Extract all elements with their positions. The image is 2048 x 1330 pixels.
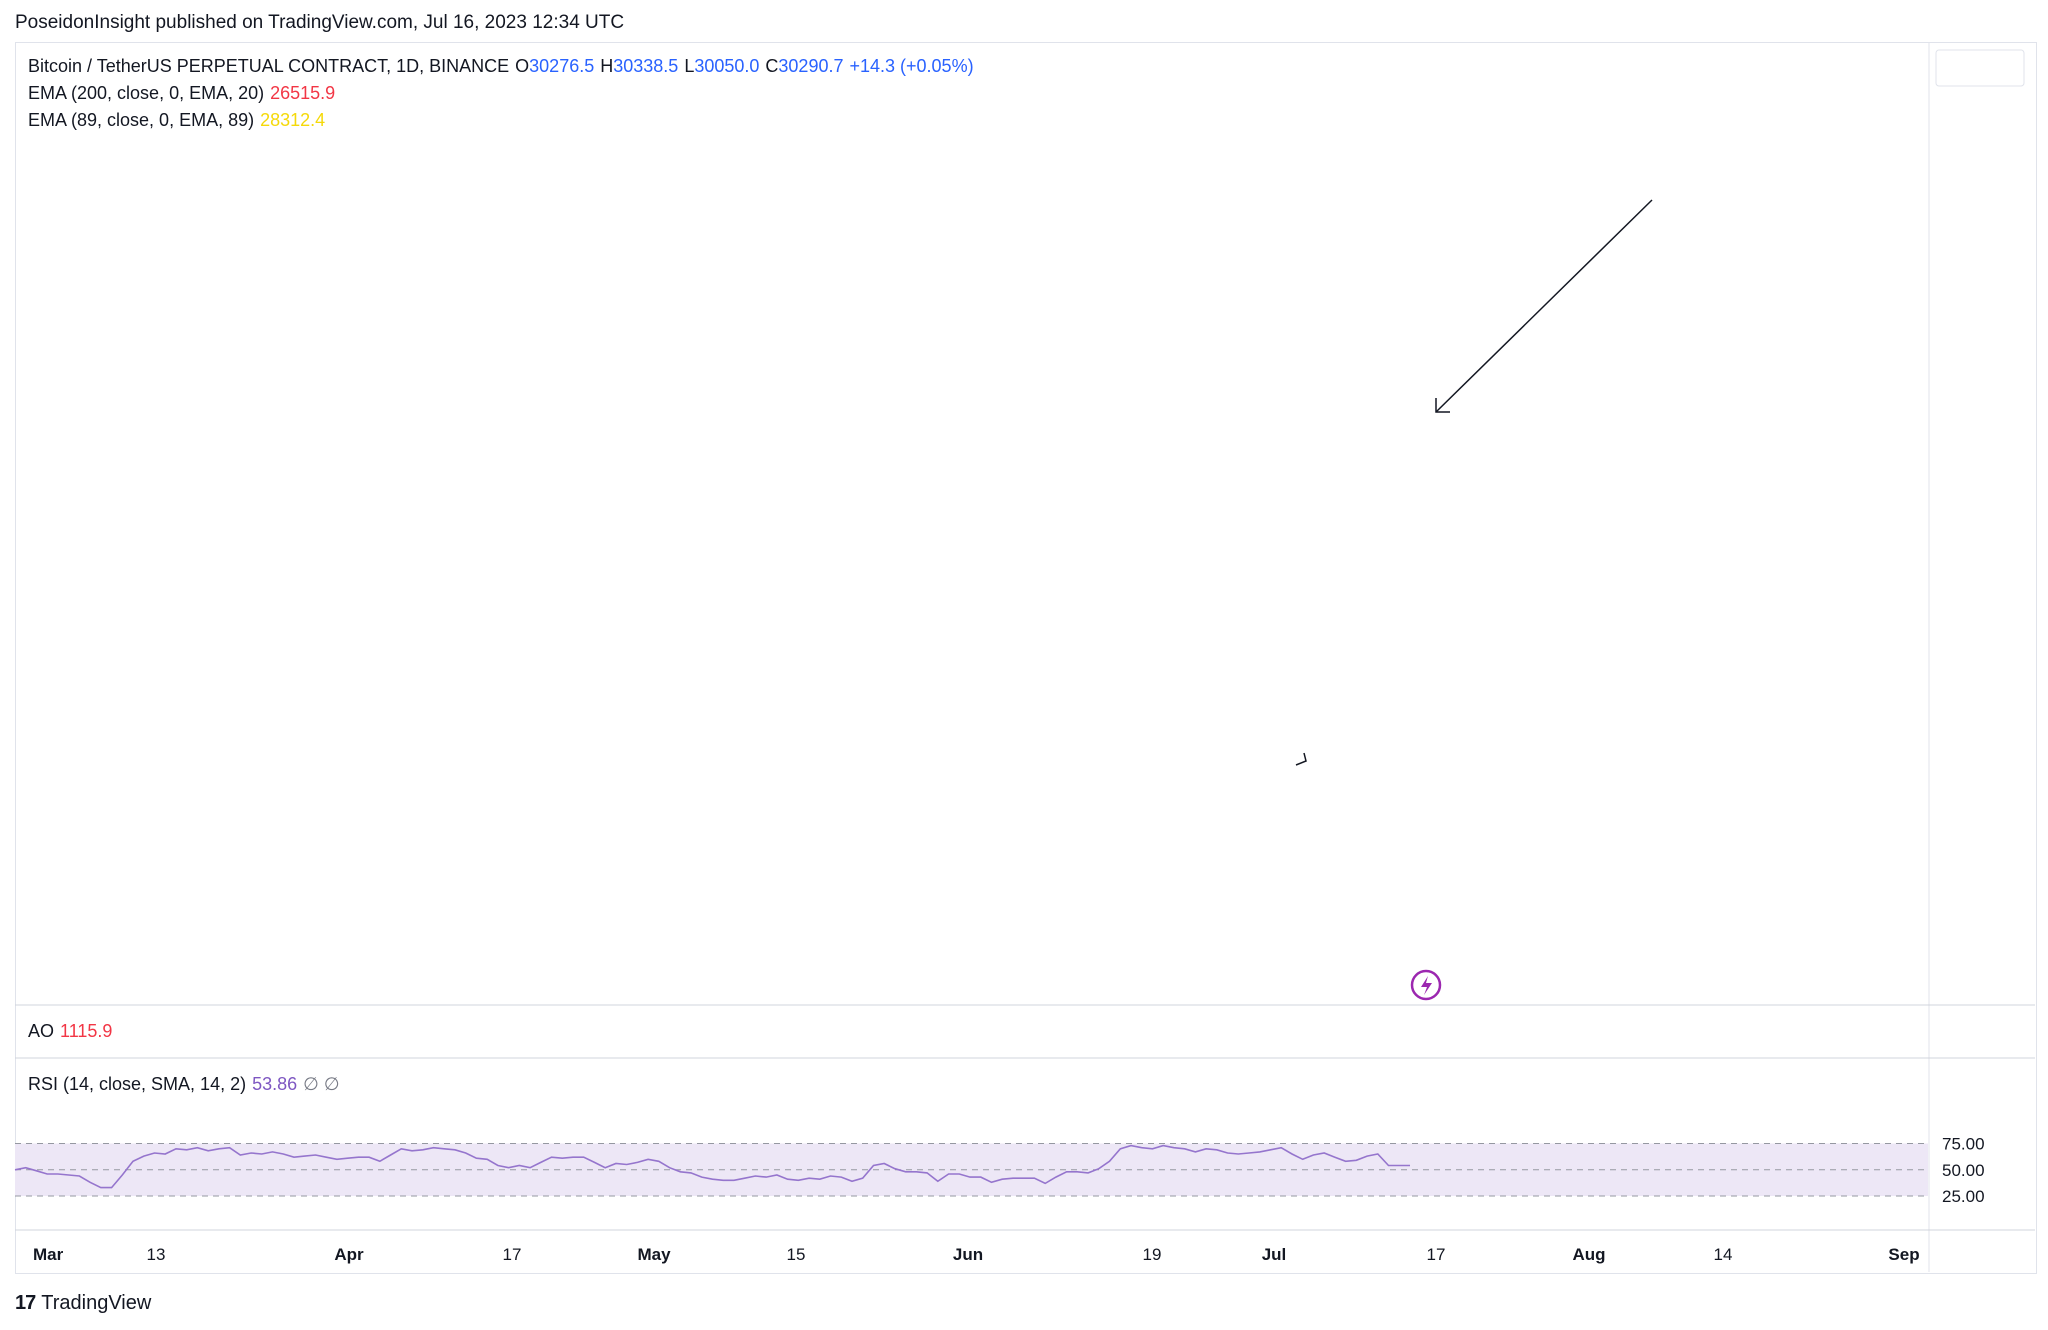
- ema89-legend[interactable]: EMA (89, close, 0, EMA, 89) 28312.4: [28, 110, 331, 131]
- low-value: 30050.0: [694, 56, 760, 76]
- ema200-legend[interactable]: EMA (200, close, 0, EMA, 20) 26515.9: [28, 83, 341, 104]
- symbol-title: Bitcoin / TetherUS PERPETUAL CONTRACT, 1…: [28, 56, 510, 76]
- rsi-value: 53.86: [252, 1074, 298, 1094]
- close-value: 30290.7: [778, 56, 844, 76]
- high-label: H: [600, 56, 614, 76]
- ema200-label: EMA (200, close, 0, EMA, 20): [28, 83, 265, 103]
- ema89-label: EMA (89, close, 0, EMA, 89): [28, 110, 255, 130]
- x-tick-label: Jun: [953, 1245, 983, 1264]
- rsi-band: [15, 1143, 1928, 1196]
- lightning-icon: [1410, 969, 1442, 1001]
- x-tick-label: 15: [787, 1245, 806, 1264]
- price-chart[interactable]: 35000.034000.033000.032000.031200.029600…: [0, 0, 2048, 1290]
- x-tick-label: May: [637, 1245, 671, 1264]
- tradingview-logo: 17: [15, 1292, 36, 1314]
- ema89-value: 28312.4: [260, 110, 326, 130]
- tradingview-footer[interactable]: 17 TradingView: [15, 1292, 151, 1315]
- ao-legend[interactable]: AO 1115.9: [28, 1021, 118, 1042]
- x-tick-label: Mar: [33, 1245, 64, 1264]
- lightning-bolt: [1421, 976, 1432, 995]
- axis-settings-box: [1935, 49, 2025, 87]
- x-tick-label: 13: [147, 1245, 166, 1264]
- ema200-value: 26515.9: [270, 83, 336, 103]
- x-tick-label: Sep: [1888, 1245, 1919, 1264]
- x-tick-label: Jul: [1262, 1245, 1287, 1264]
- breakout-arrowhead: [1435, 398, 1450, 413]
- rsi-level-label: 75.00: [1942, 1135, 1985, 1154]
- close-label: C: [765, 56, 779, 76]
- rsi-na: ∅ ∅: [303, 1074, 340, 1094]
- rsi-level-label: 25.00: [1942, 1187, 1985, 1206]
- symbol-legend[interactable]: Bitcoin / TetherUS PERPETUAL CONTRACT, 1…: [28, 56, 980, 77]
- x-tick-label: 19: [1143, 1245, 1162, 1264]
- breakout-arrow: [1435, 199, 1653, 413]
- high-value: 30338.5: [613, 56, 679, 76]
- x-tick-label: Aug: [1572, 1245, 1605, 1264]
- ao-value: 1115.9: [60, 1021, 113, 1041]
- rsi-level-label: 50.00: [1942, 1161, 1985, 1180]
- tradingview-brand: TradingView: [41, 1292, 152, 1314]
- ao-label: AO: [28, 1021, 55, 1041]
- publisher-header: PoseidonInsight published on TradingView…: [15, 12, 625, 33]
- open-value: 30276.5: [529, 56, 595, 76]
- chart-frame: [15, 42, 2037, 1274]
- trendline-arrowhead: [1295, 752, 1307, 766]
- x-tick-label: 17: [1427, 1245, 1446, 1264]
- rsi-label: RSI (14, close, SMA, 14, 2): [28, 1074, 247, 1094]
- x-tick-label: 14: [1714, 1245, 1733, 1264]
- change-value: +14.3 (+0.05%): [849, 56, 974, 76]
- x-tick-label: 17: [503, 1245, 522, 1264]
- x-tick-label: Apr: [334, 1245, 364, 1264]
- low-label: L: [684, 56, 695, 76]
- rsi-legend[interactable]: RSI (14, close, SMA, 14, 2) 53.86 ∅ ∅: [28, 1074, 346, 1095]
- rsi-line: [14, 1144, 1410, 1189]
- open-label: O: [515, 56, 530, 76]
